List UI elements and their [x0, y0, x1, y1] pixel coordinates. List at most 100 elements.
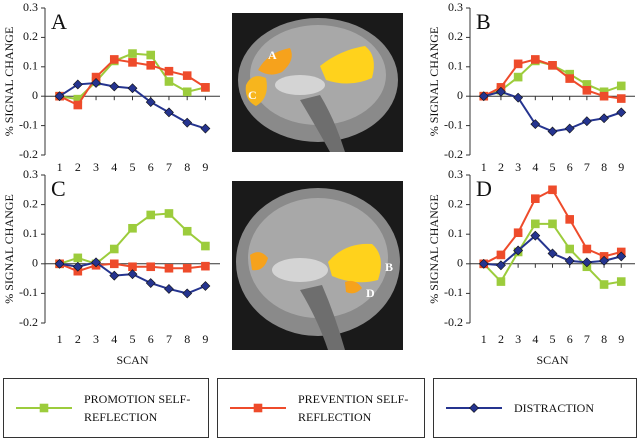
legend-label: PROMOTION SELF-REFLECTION — [84, 392, 191, 424]
data-point — [547, 248, 558, 259]
data-point — [513, 59, 523, 69]
data-point — [127, 269, 138, 280]
data-point — [146, 210, 156, 220]
data-point — [548, 61, 557, 70]
y-tick-label: 0.1 — [448, 226, 463, 240]
data-point — [164, 77, 174, 86]
data-point — [616, 94, 626, 103]
x-tick-label: 3 — [515, 332, 521, 346]
data-point — [496, 86, 506, 97]
x-tick-label: 8 — [601, 332, 607, 346]
x-tick-label: 2 — [75, 332, 81, 346]
x-tick-label: 7 — [584, 160, 590, 174]
y-tick-label: 0.3 — [448, 167, 463, 181]
y-tick-label: 0.2 — [23, 29, 38, 43]
data-point — [145, 97, 156, 108]
x-tick-label: 4 — [532, 332, 538, 346]
y-tick-label: -0.2 — [19, 147, 38, 161]
x-tick-label: 9 — [202, 332, 208, 346]
data-point — [496, 277, 506, 286]
data-point — [109, 81, 120, 92]
x-tick-label: 6 — [567, 160, 573, 174]
legend-symbol — [253, 403, 263, 413]
data-point — [73, 100, 83, 110]
x-tick-label: 1 — [481, 332, 487, 346]
data-point — [128, 223, 137, 233]
data-point — [599, 255, 609, 266]
data-point — [182, 71, 192, 80]
x-tick-label: 4 — [532, 160, 538, 174]
y-tick-label: -0.2 — [444, 315, 463, 329]
data-point — [548, 185, 557, 195]
y-tick-label: 0.1 — [23, 59, 38, 73]
data-point — [146, 61, 156, 70]
y-tick-label: 0.2 — [448, 196, 463, 210]
data-point — [582, 86, 592, 95]
data-point — [128, 49, 137, 58]
data-point — [478, 91, 489, 102]
data-point — [182, 226, 192, 236]
data-point — [564, 123, 575, 134]
data-point — [109, 270, 120, 281]
y-tick-label: 0.2 — [23, 196, 38, 210]
y-tick-label: -0.2 — [444, 147, 463, 161]
data-point — [530, 230, 541, 241]
data-point — [164, 66, 174, 76]
data-point — [201, 83, 210, 92]
panel-label: B — [476, 9, 491, 34]
y-axis-label: % SIGNAL CHANGE — [2, 194, 16, 304]
data-point — [54, 91, 65, 102]
data-point — [200, 281, 211, 291]
data-point — [565, 244, 574, 254]
panel-label: C — [51, 176, 66, 201]
y-axis-label: % SIGNAL CHANGE — [427, 27, 441, 137]
y-axis-label: % SIGNAL CHANGE — [427, 194, 441, 304]
panel-label: A — [51, 9, 67, 34]
data-point — [478, 258, 489, 269]
data-point — [127, 83, 138, 94]
data-point — [496, 260, 506, 271]
y-tick-label: 0.3 — [448, 0, 463, 14]
x-tick-label: 2 — [75, 160, 81, 174]
x-tick-label: 4 — [111, 332, 117, 346]
legend-marker — [446, 403, 502, 413]
x-tick-label: 9 — [618, 332, 624, 346]
data-point — [531, 55, 540, 64]
legend-marker — [230, 403, 286, 413]
data-point — [616, 81, 626, 91]
x-axis-label: SCAN — [536, 353, 568, 367]
data-point — [513, 92, 524, 103]
y-tick-label: 0 — [32, 88, 38, 102]
panel-label: D — [476, 176, 492, 201]
data-point — [109, 259, 119, 269]
data-point — [146, 262, 156, 272]
data-point — [73, 253, 83, 263]
data-point — [531, 194, 540, 203]
data-point — [581, 116, 592, 127]
image-label: D — [366, 286, 375, 300]
legend-item: DISTRACTION — [433, 378, 637, 438]
brain-image: B D — [232, 181, 403, 350]
y-tick-label: 0 — [32, 256, 38, 270]
y-tick-label: 0.3 — [23, 167, 38, 181]
x-tick-label: 5 — [130, 160, 136, 174]
x-tick-label: 8 — [601, 160, 607, 174]
x-tick-label: 7 — [584, 332, 590, 346]
x-tick-label: 6 — [567, 332, 573, 346]
x-tick-label: 5 — [130, 332, 136, 346]
data-point — [599, 280, 609, 289]
data-point — [565, 74, 574, 83]
legend-symbol — [39, 403, 49, 413]
x-tick-label: 3 — [93, 332, 99, 346]
data-point — [54, 258, 65, 269]
y-tick-label: -0.1 — [19, 285, 38, 299]
data-point — [548, 219, 557, 229]
y-axis-label: % SIGNAL CHANGE — [2, 27, 16, 137]
x-tick-label: 2 — [498, 160, 504, 174]
x-tick-label: 3 — [93, 160, 99, 174]
data-point — [164, 263, 174, 273]
data-point — [513, 245, 524, 256]
image-label: A — [268, 48, 277, 62]
data-point — [616, 251, 627, 262]
